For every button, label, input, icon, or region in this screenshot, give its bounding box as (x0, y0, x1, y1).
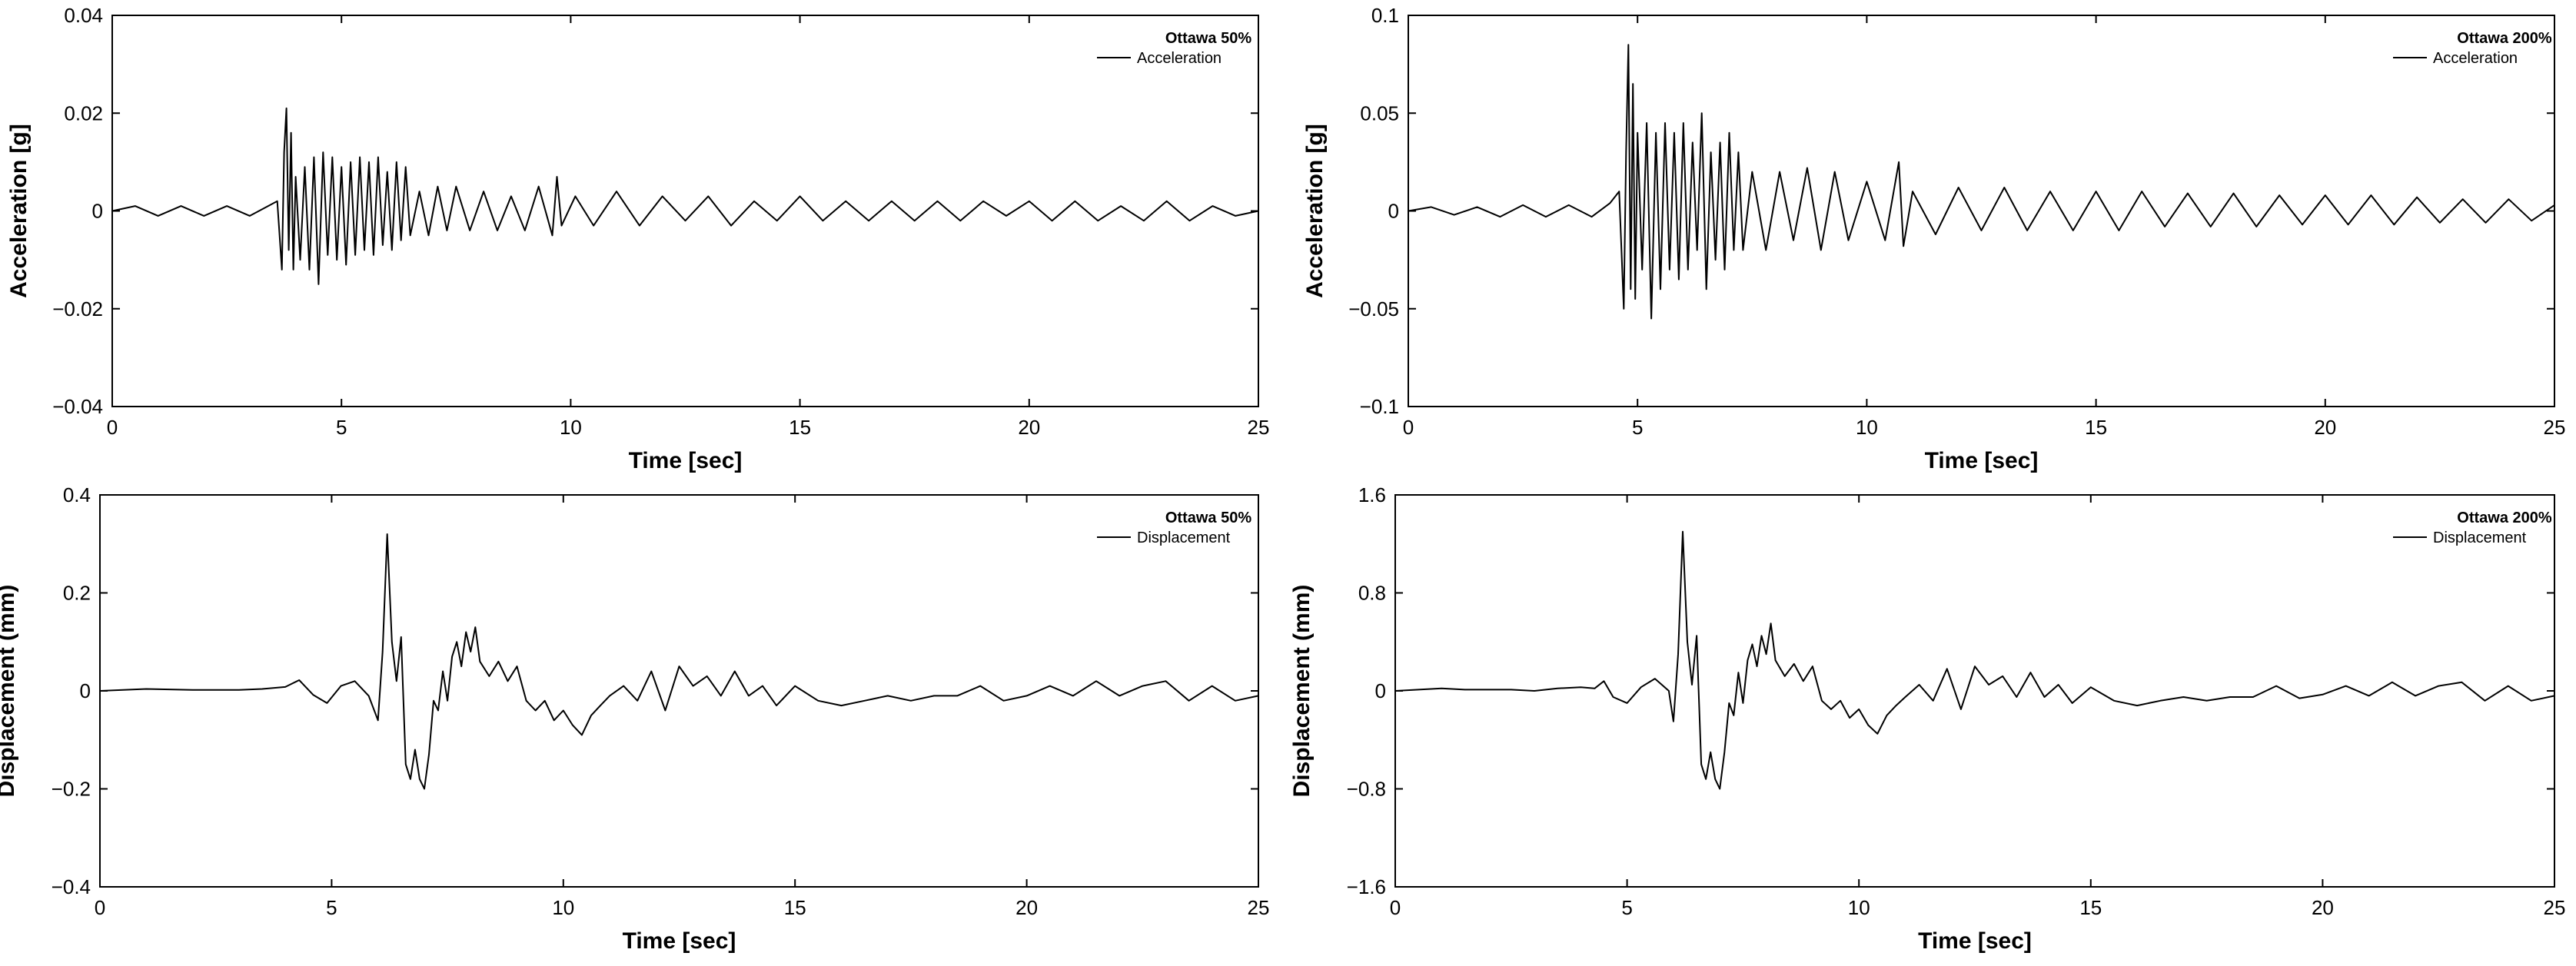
legend-entry: Displacement (2433, 529, 2527, 546)
y-tick-label: 0 (80, 679, 91, 702)
y-tick-label: 0 (1375, 679, 1386, 702)
legend-entry: Displacement (1137, 529, 1231, 546)
y-tick-label: 0.05 (1360, 101, 1399, 124)
x-tick-label: 0 (1403, 416, 1414, 439)
x-axis-title: Time [sec] (623, 928, 736, 954)
x-tick-label: 20 (2312, 896, 2334, 919)
x-tick-label: 10 (1848, 896, 1870, 919)
y-axis-title: Displacement (mm) (1289, 585, 1315, 798)
series-line-1 (99, 533, 1259, 790)
x-tick-label: 0 (95, 896, 105, 919)
legend-title: Ottawa 200% (2457, 30, 2552, 47)
y-tick-label: −0.8 (1347, 778, 1386, 801)
y-tick-label: 0.2 (63, 582, 91, 605)
x-tick-label: 5 (336, 416, 347, 439)
x-tick-label: 25 (2544, 416, 2566, 439)
y-axis-title: Acceleration [g] (6, 124, 32, 298)
y-tick-label: −0.2 (52, 778, 91, 801)
x-axis-title: Time [sec] (1918, 928, 2032, 954)
legend-entry: Acceleration (2433, 50, 2518, 67)
x-tick-label: 5 (326, 896, 337, 919)
x-tick-label: 0 (107, 416, 118, 439)
y-tick-label: −0.02 (52, 297, 103, 320)
y-tick-label: 0.8 (1358, 582, 1386, 605)
legend-title: Ottawa 200% (2457, 510, 2552, 526)
x-tick-label: 20 (1018, 416, 1040, 439)
chart-panel-4: 0 5 10 15 20 25 1.6 0.8 0 −0.8 −1.6 Time [sec] Displ… (1289, 483, 2565, 954)
y-axis-title: Displacement (mm) (0, 585, 19, 798)
y-tick-label: −0.04 (52, 395, 103, 418)
y-tick-label: 0 (1388, 200, 1399, 223)
x-tick-label: 0 (1390, 896, 1401, 919)
y-tick-label: 0 (92, 200, 103, 223)
y-tick-label: −0.05 (1348, 297, 1399, 320)
x-tick-label: 15 (784, 896, 806, 919)
x-tick-label: 25 (2544, 896, 2566, 919)
chart-panel-1: 0 5 10 15 20 25 0.04 0.02 0 −0.02 −0.04 Time [sec] A… (6, 4, 1269, 473)
y-axis-title: Acceleration [g] (1302, 124, 1328, 298)
series-line-1 (1394, 530, 2555, 790)
x-axis-title: Time [sec] (1925, 448, 2039, 473)
y-tick-label: 0.1 (1371, 4, 1399, 27)
x-tick-label: 25 (1248, 896, 1270, 919)
x-tick-label: 20 (1015, 896, 1038, 919)
x-tick-label: 5 (1621, 896, 1632, 919)
x-tick-label: 10 (560, 416, 582, 439)
x-tick-label: 5 (1632, 416, 1643, 439)
x-tick-label: 20 (2314, 416, 2336, 439)
y-tick-label: 0.4 (63, 483, 91, 506)
series-line-1 (1408, 44, 2555, 320)
x-tick-label: 15 (789, 416, 811, 439)
x-tick-label: 10 (552, 896, 574, 919)
plot-frame (1394, 494, 2555, 888)
legend-entry: Acceleration (1137, 50, 1222, 67)
y-tick-label: −1.6 (1347, 875, 1386, 898)
y-tick-label: 1.6 (1358, 483, 1386, 506)
legend-title: Ottawa 50% (1165, 30, 1251, 47)
x-axis-title: Time [sec] (629, 448, 743, 473)
y-tick-label: 0.02 (64, 101, 103, 124)
x-tick-label: 15 (2079, 896, 2102, 919)
x-tick-label: 15 (2085, 416, 2107, 439)
chart-panel-3: 0 5 10 15 20 25 0.4 0.2 0 −0.2 −0.4 Time [sec] Displ… (0, 483, 1269, 954)
x-tick-label: 25 (1248, 416, 1270, 439)
legend-title: Ottawa 50% (1165, 510, 1251, 526)
y-tick-label: 0.04 (64, 4, 103, 27)
plot-frame (99, 494, 1259, 888)
chart-panel-2: 0 5 10 15 20 25 0.1 0.05 0 −0.05 −0.1 Time [sec] Acc… (1302, 4, 2565, 473)
y-tick-label: −0.4 (52, 875, 91, 898)
series-line-1 (111, 107, 1259, 285)
y-tick-label: −0.1 (1360, 395, 1399, 418)
x-tick-label: 10 (1856, 416, 1878, 439)
